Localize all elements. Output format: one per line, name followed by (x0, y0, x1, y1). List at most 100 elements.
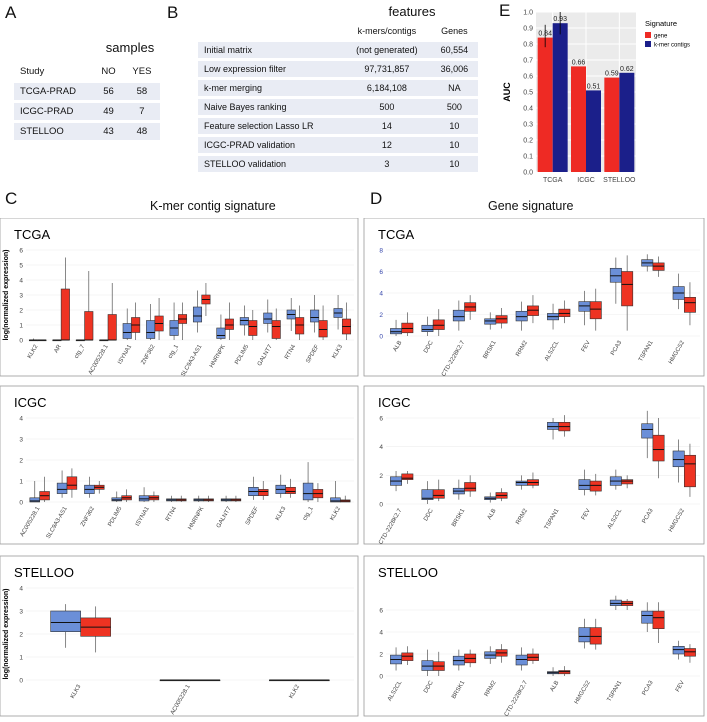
box-red (224, 318, 234, 330)
table-cell: 58 (123, 83, 160, 100)
y-tick-label: 0.9 (523, 26, 533, 33)
table-row: STELLOO validation 3 10 (198, 156, 478, 172)
y-tick-label: 4 (379, 291, 383, 298)
box-red (60, 288, 70, 341)
y-tick-label: 3 (19, 609, 23, 616)
box-blue (111, 497, 122, 502)
y-tick-label: 5 (19, 263, 23, 270)
box-red (432, 489, 445, 499)
y-tick-label: 8 (379, 248, 383, 255)
box-blue (122, 323, 132, 339)
box-red (527, 305, 539, 316)
y-axis-label: log(normalized expression) (3, 588, 10, 679)
features-table: k-mers/contigs Genes Initial matrix (not … (198, 20, 478, 175)
box-blue (515, 310, 528, 322)
box-red (652, 434, 665, 462)
subplot-title: TCGA (14, 227, 50, 242)
features-table-title: features (388, 4, 436, 19)
features-header-genes: Genes (441, 26, 468, 36)
box-blue (641, 423, 654, 439)
box-red (558, 308, 571, 317)
table-cell: STELLOO validation (198, 156, 344, 172)
plot-frame (363, 385, 705, 545)
y-tick-label: 2 (19, 632, 23, 639)
table-row: ICGC-PRAD validation 12 10 (198, 137, 478, 153)
y-axis-label: log(normalized expression) (3, 249, 10, 340)
box-blue (547, 422, 559, 430)
box-blue (56, 482, 68, 494)
bar-gene (537, 37, 553, 172)
y-tick-label: 4 (19, 586, 23, 593)
box-red (589, 301, 602, 320)
box-red (621, 479, 634, 485)
y-tick-label: 3 (19, 437, 23, 444)
features-header-kmers: k-mers/contigs (357, 26, 417, 36)
panel-letter-b: B (167, 3, 179, 22)
data-label: 0.51 (587, 83, 601, 90)
box-blue (263, 312, 273, 324)
box-blue (421, 660, 434, 671)
box-red (295, 317, 305, 335)
box-red (258, 489, 269, 496)
table-cell: k-mer merging (198, 80, 344, 96)
box-blue (672, 450, 685, 468)
samples-table: Study NO YES TCGA-PRAD 56 58 ICGC-PRAD 49 7 … (14, 60, 160, 143)
y-tick-label: 0.8 (523, 42, 533, 49)
table-cell: 10 (430, 137, 478, 153)
box-blue (239, 317, 249, 326)
gene-signature-title: Gene signature (488, 199, 574, 213)
table-cell: 500 (430, 99, 478, 115)
samples-header-study: Study (20, 66, 45, 77)
bar-gene (571, 66, 586, 172)
box-blue (484, 318, 497, 325)
box-red (683, 648, 696, 657)
y-tick-label: 4 (379, 444, 383, 451)
table-cell: Initial matrix (198, 42, 344, 58)
y-tick-label: 0.5 (523, 90, 533, 97)
box-red (495, 315, 508, 324)
table-cell: 49 (93, 103, 124, 120)
box-blue (578, 479, 591, 490)
bar-k-mer-contigs (552, 23, 568, 173)
table-row: ICGC-PRAD 49 7 (14, 103, 160, 120)
table-cell: ICGC-PRAD validation (198, 137, 344, 153)
box-blue (609, 599, 622, 606)
legend-label: gene (654, 34, 668, 40)
subplot-title: STELLOO (14, 565, 74, 580)
y-tick-label: 4 (379, 630, 383, 637)
panel-letter-a: A (5, 3, 17, 22)
table-cell: 48 (123, 123, 160, 140)
box-blue (302, 482, 314, 501)
table-cell: Feature selection Lasso LR (198, 118, 344, 134)
y-tick-label: 3 (19, 293, 23, 300)
panel-letter-d: D (370, 189, 383, 208)
box-blue (390, 328, 402, 335)
panel-letter-c: C (5, 189, 18, 208)
table-cell: 7 (123, 103, 160, 120)
y-tick-label: 1 (19, 323, 23, 330)
box-blue (515, 654, 528, 666)
box-red (66, 476, 78, 490)
table-cell: 14 (343, 118, 431, 134)
samples-header-no: NO (101, 66, 116, 77)
bar-k-mer-contigs (619, 72, 635, 172)
box-blue (192, 306, 203, 323)
panel-letter-e: E (499, 1, 511, 20)
table-row: Initial matrix (not generated) 60,554 (198, 42, 478, 58)
table-row: STELLOO 43 48 (14, 123, 160, 140)
y-tick-label: 0 (19, 678, 23, 685)
box-red (652, 262, 665, 271)
table-cell: 43 (93, 123, 124, 140)
box-blue (50, 610, 81, 633)
box-red (683, 297, 696, 313)
y-tick-label: 0.0 (523, 170, 533, 177)
x-tick-label: FEV (675, 680, 686, 693)
y-tick-label: 2 (19, 308, 23, 315)
box-blue (138, 495, 150, 502)
box-blue (578, 627, 591, 643)
y-tick-label: 4 (19, 278, 23, 285)
box-red (248, 320, 258, 336)
x-tick-label: ICGC (577, 177, 595, 184)
y-tick-label: 0 (379, 502, 383, 509)
